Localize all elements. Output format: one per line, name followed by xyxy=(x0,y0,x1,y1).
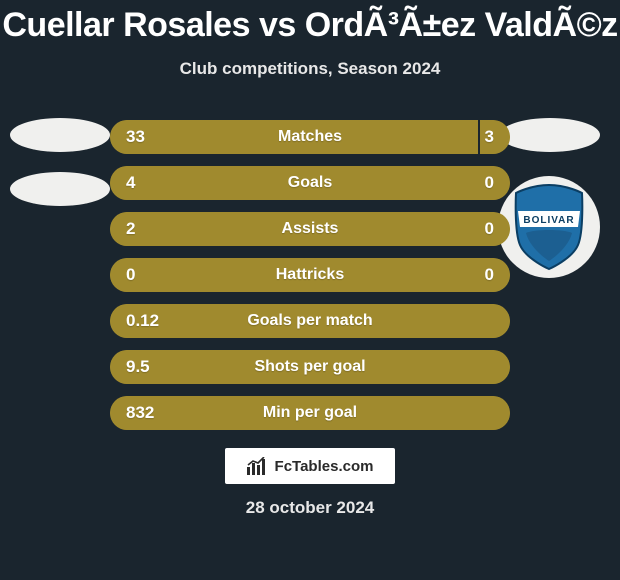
metric-row: 0Hattricks0 xyxy=(110,258,510,292)
date-label: 28 october 2024 xyxy=(0,498,620,518)
metric-row: 4Goals0 xyxy=(110,166,510,200)
metric-label: Assists xyxy=(110,220,510,238)
ellipse-shape xyxy=(500,118,600,152)
page-title: Cuellar Rosales vs OrdÃ³Ã±ez ValdÃ©z xyxy=(0,0,620,45)
metric-label: Matches xyxy=(110,128,510,146)
crest-text: BOLIVAR xyxy=(523,215,574,226)
right-team-crest: BOLIVAR xyxy=(498,176,600,278)
metric-row: 33Matches3 xyxy=(110,120,510,154)
metric-label: Hattricks xyxy=(110,266,510,284)
ellipse-shape xyxy=(10,118,110,152)
metric-right-value: 3 xyxy=(485,127,494,147)
metric-row: 9.5Shots per goal xyxy=(110,350,510,384)
right-team-top-ellipse xyxy=(500,118,600,172)
ellipse-shape xyxy=(10,172,110,206)
metric-label: Goals per match xyxy=(110,312,510,330)
metric-right-value: 0 xyxy=(485,173,494,193)
page-subtitle: Club competitions, Season 2024 xyxy=(0,59,620,79)
metric-right-value: 0 xyxy=(485,219,494,239)
comparison-bars: 33Matches34Goals02Assists00Hattricks00.1… xyxy=(110,120,510,442)
left-team-crest-placeholder xyxy=(10,118,110,226)
metric-label: Goals xyxy=(110,174,510,192)
brand-label: FcTables.com xyxy=(275,458,374,475)
metric-row: 0.12Goals per match xyxy=(110,304,510,338)
metric-right-value: 0 xyxy=(485,265,494,285)
metric-label: Shots per goal xyxy=(110,358,510,376)
metric-label: Min per goal xyxy=(110,404,510,422)
bolivar-shield-icon: BOLIVAR xyxy=(512,183,586,271)
bar-chart-icon xyxy=(247,457,269,475)
brand-badge[interactable]: FcTables.com xyxy=(225,448,395,484)
metric-row: 832Min per goal xyxy=(110,396,510,430)
metric-row: 2Assists0 xyxy=(110,212,510,246)
